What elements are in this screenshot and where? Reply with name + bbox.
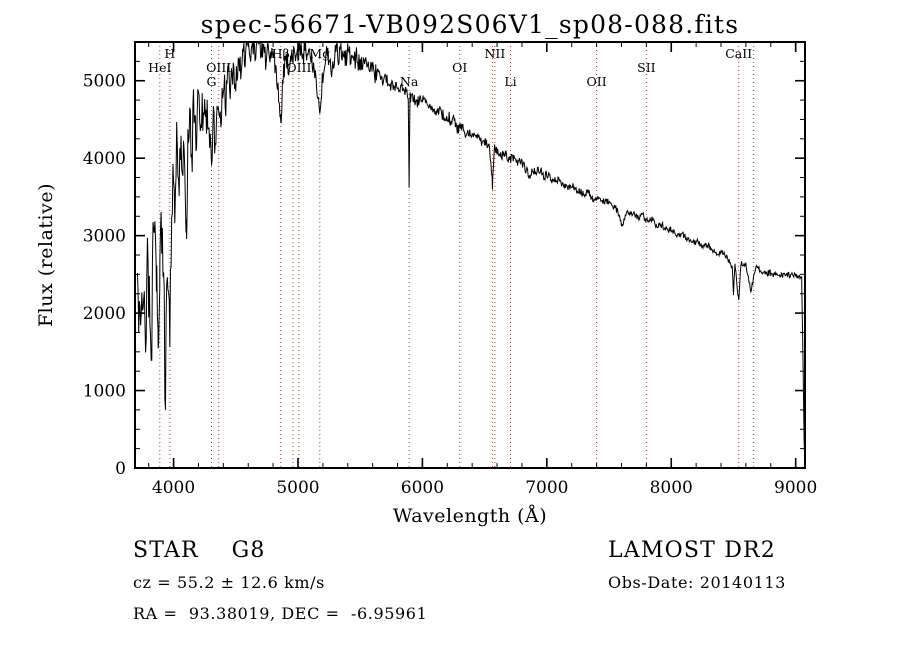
spectral-line-label-OII: OII — [587, 74, 607, 89]
axes: 4000 5000 6000 7000 8000 9000 0 1000 2000 3000 400… — [83, 41, 817, 498]
x-tick-label: 7000 — [525, 478, 568, 498]
spectral-line-label-G: G — [207, 74, 217, 89]
radial-velocity-text: cz = 55.2 ± 12.6 km/s — [133, 573, 325, 592]
spectral-line-label-Hβ: Hβ — [272, 46, 290, 61]
object-class-text: STAR G8 — [133, 538, 266, 563]
ra-dec-text: RA = 93.38019, DEC = -6.95961 — [133, 604, 428, 623]
spectral-line-label-HeI: HeI — [148, 60, 171, 75]
spectral-line-label-OI: OI — [452, 60, 467, 75]
y-tick-label: 2000 — [83, 304, 126, 324]
obs-date-text: Obs-Date: 20140113 — [608, 573, 786, 592]
survey-release-text: LAMOST DR2 — [608, 538, 776, 563]
x-tick-label: 9000 — [774, 478, 817, 498]
spectral-line-label-Mg: Mg — [309, 46, 330, 61]
spectral-line-label-H: H — [164, 46, 175, 61]
y-tick-label: 5000 — [83, 72, 126, 92]
x-tick-label: 6000 — [401, 478, 444, 498]
x-axis-label: Wavelength (Å) — [392, 505, 548, 527]
spectral-line-label-CaII: CaII — [725, 46, 752, 61]
spectral-line-markers — [159, 42, 755, 468]
y-tick-label: 1000 — [83, 382, 126, 402]
y-tick-label: 3000 — [83, 227, 126, 247]
x-tick-label: 8000 — [650, 478, 693, 498]
spectral-line-label-SII: SII — [637, 60, 656, 75]
plot-frame — [134, 41, 806, 469]
spectrum-trace — [136, 41, 806, 468]
x-tick-label: 4000 — [152, 478, 195, 498]
y-tick-label: 4000 — [83, 149, 126, 169]
x-tick-label: 5000 — [276, 478, 319, 498]
spectral-line-label-OIII: OIII — [286, 60, 311, 75]
spectral-line-label-NII: NII — [484, 46, 505, 61]
spectral-line-label-Li: Li — [504, 74, 516, 89]
spectral-line-label-OIII: OIII — [206, 60, 231, 75]
plot-title: spec-56671-VB092S06V1_sp08-088.fits — [200, 10, 740, 39]
spectral-line-label-Na: Na — [400, 74, 419, 89]
y-tick-label: 0 — [115, 459, 126, 479]
